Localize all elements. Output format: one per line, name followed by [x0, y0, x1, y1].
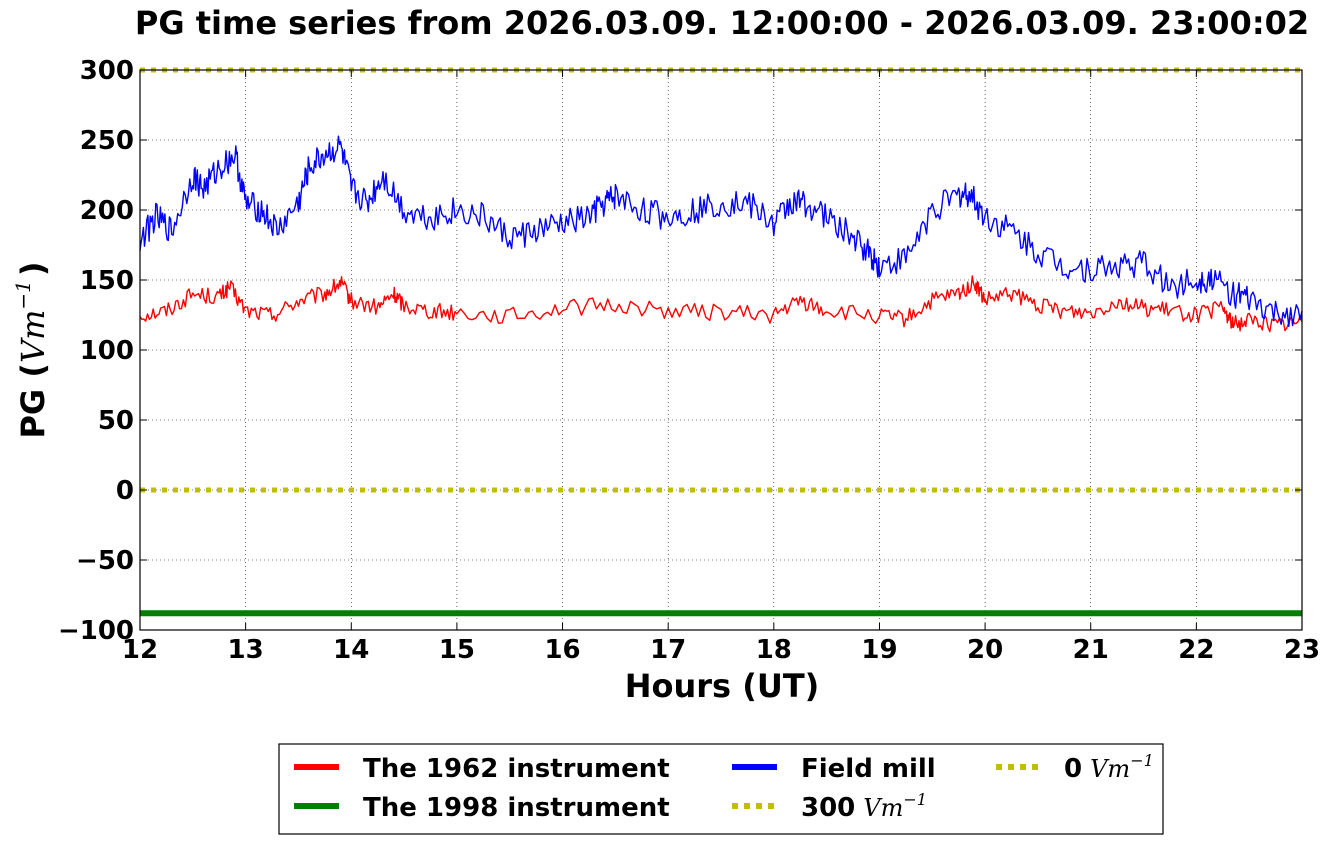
legend-label-field-mill: Field mill — [801, 754, 936, 784]
y-tick-label: 50 — [98, 406, 134, 436]
series-line-field-mill — [139, 135, 1303, 328]
legend-label-300-vm-number: 300 — [801, 793, 855, 823]
legend-label-0-vm-number: 0 — [1064, 754, 1082, 784]
x-tick-label: 22 — [1178, 635, 1214, 665]
y-tick-label: 250 — [80, 126, 134, 156]
y-tick-label: 100 — [80, 336, 134, 366]
x-tick-label: 23 — [1284, 635, 1320, 665]
x-tick-label: 18 — [756, 635, 792, 665]
x-tick-label: 15 — [439, 635, 475, 665]
x-tick-label: 13 — [228, 635, 264, 665]
y-tick-label: 150 — [80, 266, 134, 296]
y-tick-label: −100 — [58, 616, 134, 646]
series-line-the-1962-instrument — [139, 275, 1303, 333]
x-axis-ticks: 12 13 14 15 16 17 18 19 20 21 22 23 — [122, 70, 1320, 665]
y-axis-ticks: 300 250 200 150 100 50 0 −50 −100 — [58, 56, 1302, 646]
y-tick-label: 200 — [80, 196, 134, 226]
legend-label-300-vm: 300 Vm−1 — [801, 790, 927, 823]
legend-label-0-vm-exponent: −1 — [1130, 751, 1154, 770]
y-axis-label-prefix: PG ( — [14, 363, 52, 438]
y-axis-label-exponent: −1 — [11, 280, 35, 309]
legend-label-300-vm-exponent: −1 — [903, 790, 927, 809]
y-tick-label: 0 — [116, 476, 134, 506]
legend: The 1962 instrument The 1998 instrument … — [278, 743, 1164, 835]
series-lines — [139, 135, 1303, 617]
x-axis-label: Hours (UT) — [625, 667, 820, 705]
y-axis-label-suffix: ) — [14, 261, 52, 276]
x-tick-label: 16 — [544, 635, 580, 665]
chart-title: PG time series from 2026.03.09. 12:00:00… — [135, 4, 1309, 42]
grid-lines — [139, 69, 1303, 631]
x-tick-label: 19 — [861, 635, 897, 665]
x-tick-label: 12 — [122, 635, 158, 665]
legend-label-0-vm: 0 Vm−1 — [1064, 751, 1154, 784]
legend-label-1962-instrument: The 1962 instrument — [363, 754, 670, 784]
y-axis-label: PG (Vm−1) — [11, 261, 52, 438]
y-tick-label: 300 — [80, 56, 134, 86]
legend-label-300-vm-unit: Vm — [863, 794, 903, 822]
x-tick-label: 14 — [333, 635, 369, 665]
y-axis-label-unit: Vm — [14, 310, 52, 363]
x-tick-label: 21 — [1073, 635, 1109, 665]
x-tick-label: 20 — [967, 635, 1003, 665]
legend-label-0-vm-unit: Vm — [1090, 755, 1130, 783]
x-tick-label: 17 — [650, 635, 686, 665]
legend-frame — [278, 743, 1164, 835]
y-tick-label: −50 — [76, 546, 134, 576]
legend-label-1998-instrument: The 1998 instrument — [363, 793, 670, 823]
